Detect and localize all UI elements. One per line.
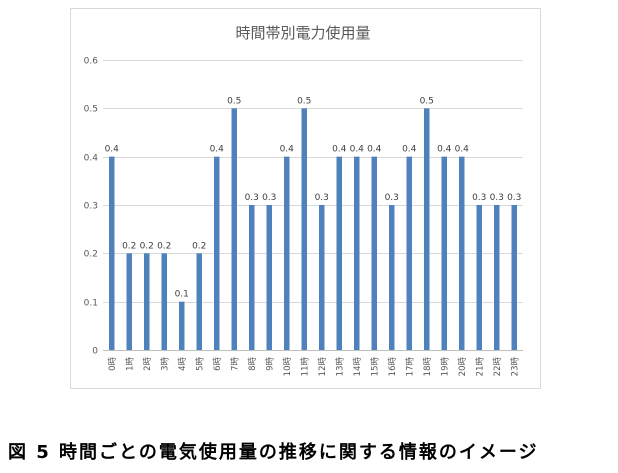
figure-caption: 図 5 時間ごとの電気使用量の推移に関する情報のイメージ: [8, 442, 539, 463]
y-tick-label: 0.1: [84, 299, 98, 309]
bar: [476, 205, 482, 350]
x-tick-label: 5時: [195, 357, 205, 371]
data-label: 0.2: [140, 241, 154, 251]
y-axis-ticks: 0 0.1 0.2 0.3 0.4 0.5 0.6: [84, 57, 99, 357]
bar: [266, 205, 272, 350]
x-tick-label: 10時: [283, 357, 293, 377]
x-tick-label: 14時: [353, 357, 363, 377]
bar: [231, 108, 237, 350]
y-tick-label: 0.4: [84, 154, 99, 164]
x-tick-label: 6時: [213, 357, 223, 371]
bar-chart: 時間帯別電力使用量 00.10.20.30.40.50.6 0.40.2 0.2 0…: [70, 8, 541, 389]
data-label: 0.4: [280, 145, 295, 155]
data-label: 0.4: [402, 145, 417, 155]
bar: [459, 156, 465, 350]
bar: [511, 205, 517, 350]
y-tick-label: 0.2: [84, 250, 98, 260]
y-tick-label: 0.6: [84, 57, 99, 67]
data-label: 0.4: [367, 145, 382, 155]
bar: [371, 156, 377, 350]
x-tick-label: 9時: [265, 357, 275, 371]
x-tick-label: 2時: [143, 357, 153, 371]
bar: [389, 205, 395, 350]
bar: [161, 253, 167, 350]
bar: [179, 301, 185, 350]
bar: [494, 205, 500, 350]
x-tick-label: 20時: [458, 357, 468, 377]
bar: [319, 205, 325, 350]
bar: [249, 205, 255, 350]
data-label: 0.3: [315, 193, 329, 203]
data-label: 0.5: [227, 96, 241, 106]
x-tick-label: 11時: [300, 357, 310, 377]
bar: [126, 253, 132, 350]
x-tick-label: 15時: [370, 357, 380, 377]
x-tick-label: 22時: [493, 357, 503, 377]
x-tick-label: 19時: [440, 357, 450, 377]
x-tick-label: 4時: [178, 357, 188, 371]
data-label: 0.4: [105, 145, 120, 155]
data-label: 0.5: [420, 96, 434, 106]
data-label: 0.3: [507, 193, 521, 203]
data-label: 0.4: [455, 145, 470, 155]
data-label: 0.1: [175, 290, 189, 300]
bar: [284, 156, 290, 350]
x-tick-label: 13時: [335, 357, 345, 377]
bar: [109, 156, 115, 350]
bar: [214, 156, 220, 350]
x-tick-label: 3時: [160, 357, 170, 371]
data-label: 0.3: [490, 193, 504, 203]
data-label: 0.3: [472, 193, 486, 203]
bar: [196, 253, 202, 350]
data-label: 0.4: [350, 145, 365, 155]
y-tick-label: 0.5: [84, 105, 98, 115]
data-label: 0.4: [332, 145, 347, 155]
bar: [144, 253, 150, 350]
x-tick-label: 8時: [248, 357, 258, 371]
x-tick-label: 0時: [108, 357, 118, 371]
bars: [109, 108, 517, 350]
y-tick-label: 0.3: [84, 202, 98, 212]
bar: [424, 108, 430, 350]
bar: [336, 156, 342, 350]
x-tick-label: 16時: [388, 357, 398, 377]
data-label: 0.2: [192, 241, 206, 251]
x-tick-label: 17時: [405, 357, 415, 377]
data-label: 0.4: [437, 145, 452, 155]
bar: [406, 156, 412, 350]
x-tick-label: 23時: [510, 357, 520, 377]
bar: [441, 156, 447, 350]
bar: [354, 156, 360, 350]
chart-title: 時間帯別電力使用量: [235, 24, 370, 42]
x-tick-label: 12時: [318, 357, 328, 377]
data-label: 0.2: [122, 241, 136, 251]
data-label: 0.5: [297, 96, 311, 106]
y-tick-label: 0: [92, 347, 98, 357]
bar: [301, 108, 307, 350]
data-label: 0.2: [157, 241, 171, 251]
x-axis-ticks: 0時 1時 2時 3時 4時 5時 6時 7時 8時 9時 10時 11時 12時 13時 14時 15時 16…: [108, 357, 521, 377]
data-label: 0.4: [210, 145, 225, 155]
data-label: 0.3: [385, 193, 399, 203]
data-label: 0.3: [245, 193, 259, 203]
data-label: 0.3: [262, 193, 276, 203]
gridlines: [103, 60, 523, 351]
data-labels: 0.40.2 0.2 0.20.10.20.40.50.3 0.30.40.50.30…: [105, 96, 522, 299]
x-tick-label: 21時: [475, 357, 485, 377]
x-tick-label: 18時: [423, 357, 433, 377]
x-tick-label: 1時: [125, 357, 135, 371]
x-tick-label: 7時: [230, 357, 240, 371]
